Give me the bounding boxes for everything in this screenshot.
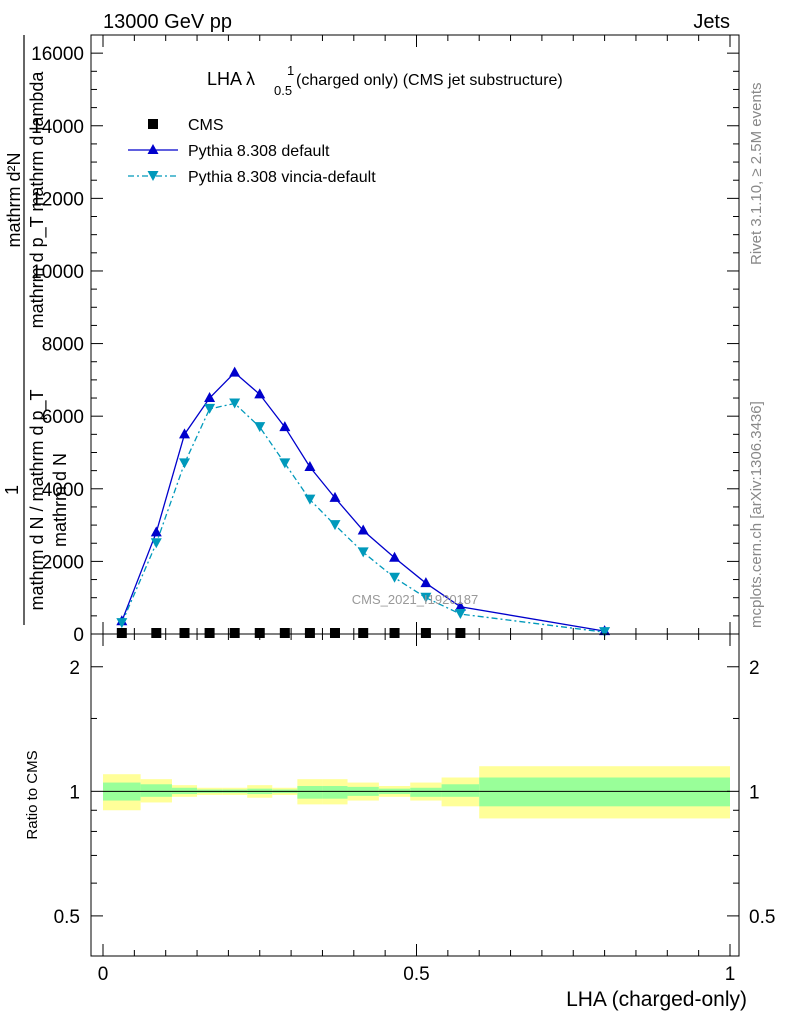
data-point-cms bbox=[279, 628, 290, 638]
ratio-y-tick-label-right: 0.5 bbox=[749, 907, 775, 928]
main-y-tick-label: 0 bbox=[73, 625, 84, 646]
plot-title: LHA λ bbox=[207, 69, 255, 89]
ratio-y-tick-label: 0.5 bbox=[54, 907, 80, 928]
main-y-axis-label: 1 mathrm d²N mathrm d p_T mathrm d lambd… bbox=[2, 35, 70, 625]
ylabel-fraction-one: 1 bbox=[2, 485, 22, 495]
data-point-pythia-8-308-vincia-default bbox=[116, 618, 128, 629]
ratio-y-tick-label-right: 1 bbox=[749, 782, 760, 803]
main-y-tick-label: 2000 bbox=[42, 552, 84, 573]
data-point-pythia-8-308-default bbox=[389, 551, 401, 562]
ylabel-numerator-line-2: mathrm d p_T mathrm d lambda bbox=[27, 71, 48, 329]
legend-cms-marker bbox=[148, 119, 158, 129]
ratio-band-inner bbox=[479, 777, 730, 807]
main-y-axis: 0 2000 4000 6000 8000 10000 12000 14000 16000 bbox=[31, 34, 739, 646]
data-point-cms bbox=[254, 628, 265, 638]
data-point-pythia-8-308-default bbox=[357, 524, 369, 535]
main-y-tick-label: 16000 bbox=[31, 44, 84, 65]
data-point-pythia-8-308-default bbox=[329, 491, 341, 502]
data-point-pythia-8-308-vincia-default bbox=[204, 403, 216, 414]
main-y-tick-label: 4000 bbox=[42, 480, 84, 501]
data-point-pythia-8-308-default bbox=[204, 392, 216, 403]
ylabel-numerator-line-1: mathrm d²N bbox=[4, 152, 24, 247]
ratio-y-axis: 0.5 0.5 1 1 2 2 bbox=[54, 658, 776, 928]
data-point-pythia-8-308-default bbox=[150, 526, 162, 537]
ylabel-denominator-line-1: mathrm d N / mathrm d p_T bbox=[27, 389, 48, 610]
legend-pythia-vincia-label: Pythia 8.308 vincia-default bbox=[188, 169, 376, 186]
data-point-pythia-8-308-default bbox=[179, 428, 191, 439]
legend-pythia-vincia-marker bbox=[147, 171, 159, 181]
header-process: 13000 GeV pp bbox=[103, 11, 232, 33]
data-point-pythia-8-308-vincia-default bbox=[254, 422, 266, 433]
data-point-pythia-8-308-default bbox=[420, 577, 432, 588]
ratio-band-inner bbox=[322, 786, 348, 799]
ratio-plot-panel: 0.5 0.51 12 2 0 0.5 1 Ratio to CMS LHA (charg… bbox=[24, 633, 776, 1011]
x-axis-label: LHA (charged-only) bbox=[566, 988, 747, 1011]
data-point-cms bbox=[204, 628, 215, 638]
data-point-cms bbox=[179, 628, 190, 638]
data-point-cms bbox=[304, 628, 315, 638]
x-tick-label: 0.5 bbox=[403, 964, 429, 985]
ratio-bands bbox=[103, 766, 730, 819]
ratio-x-axis: 0 0.5 1 bbox=[98, 634, 736, 985]
ratio-band-inner bbox=[410, 787, 442, 797]
main-plot-panel: 0 2000 4000 6000 8000 10000 12000 14000 16000 LH… bbox=[31, 34, 740, 646]
data-point-pythia-8-308-vincia-default bbox=[329, 520, 341, 531]
rivet-version-label: Rivet 3.1.10, ≥ 2.5M events bbox=[748, 83, 765, 266]
data-point-pythia-8-308-vincia-default bbox=[454, 609, 466, 620]
legend: CMS Pythia 8.308 default Pythia 8.308 vi… bbox=[128, 117, 376, 186]
data-point-cms bbox=[358, 628, 369, 638]
ratio-y-tick-label: 2 bbox=[69, 658, 80, 679]
ratio-y-tick-label-right: 2 bbox=[749, 658, 760, 679]
data-point-cms bbox=[229, 628, 240, 638]
main-y-tick-label: 14000 bbox=[31, 117, 84, 138]
main-y-tick-label: 8000 bbox=[42, 335, 84, 356]
data-point-cms bbox=[116, 628, 127, 638]
data-point-pythia-8-308-default bbox=[229, 366, 241, 377]
data-point-cms bbox=[329, 628, 340, 638]
legend-cms-label: CMS bbox=[188, 117, 224, 134]
data-point-cms bbox=[151, 628, 162, 638]
plot-title-subscript: 0.5 bbox=[274, 83, 292, 98]
series-line-pythia-8-308-default bbox=[121, 371, 605, 632]
plot-title-rest: (charged only) (CMS jet substructure) bbox=[296, 72, 563, 89]
data-point-cms bbox=[455, 628, 466, 638]
data-point-cms bbox=[420, 628, 431, 638]
data-point-pythia-8-308-vincia-default bbox=[179, 458, 191, 469]
data-point-pythia-8-308-default bbox=[279, 421, 291, 432]
data-point-pythia-8-308-default bbox=[304, 461, 316, 472]
data-point-pythia-8-308-vincia-default bbox=[420, 592, 432, 603]
ratio-band-inner bbox=[297, 786, 323, 799]
main-y-tick-label: 6000 bbox=[42, 407, 84, 428]
plot-title-superscript: 1 bbox=[287, 63, 294, 78]
data-point-pythia-8-308-vincia-default bbox=[279, 458, 291, 469]
data-point-pythia-8-308-vincia-default bbox=[304, 494, 316, 505]
legend-pythia-default-label: Pythia 8.308 default bbox=[188, 143, 330, 160]
ratio-y-tick-label: 1 bbox=[69, 782, 80, 803]
ratio-band-inner bbox=[441, 784, 480, 797]
legend-pythia-default-marker bbox=[147, 144, 159, 154]
data-point-pythia-8-308-vincia-default bbox=[599, 627, 611, 638]
data-point-pythia-8-308-vincia-default bbox=[389, 572, 401, 583]
mcplots-label: mcplots.cern.ch [arXiv:1306.3436] bbox=[748, 401, 765, 628]
analysis-watermark: CMS_2021_I1920187 bbox=[352, 592, 479, 607]
data-point-pythia-8-308-vincia-default bbox=[357, 547, 369, 558]
x-tick-label: 0 bbox=[98, 964, 109, 985]
ylabel-denominator-line-2: mathrm d N bbox=[50, 453, 70, 547]
ratio-band-inner bbox=[140, 784, 172, 797]
data-point-cms bbox=[389, 628, 400, 638]
ratio-y-axis-label: Ratio to CMS bbox=[24, 750, 41, 839]
ratio-plot-frame bbox=[90, 633, 740, 957]
data-point-pythia-8-308-default bbox=[254, 388, 266, 399]
main-series-group bbox=[116, 366, 611, 638]
data-point-pythia-8-308-vincia-default bbox=[229, 398, 241, 409]
data-point-pythia-8-308-default bbox=[454, 600, 466, 611]
data-point-pythia-8-308-vincia-default bbox=[150, 538, 162, 549]
header-category: Jets bbox=[693, 11, 730, 33]
main-x-ticks bbox=[102, 35, 731, 634]
main-y-tick-label: 12000 bbox=[31, 189, 84, 210]
plot-title-main: LHA λ bbox=[207, 69, 255, 89]
x-tick-label: 1 bbox=[725, 964, 736, 985]
main-y-tick-label: 10000 bbox=[31, 262, 84, 283]
